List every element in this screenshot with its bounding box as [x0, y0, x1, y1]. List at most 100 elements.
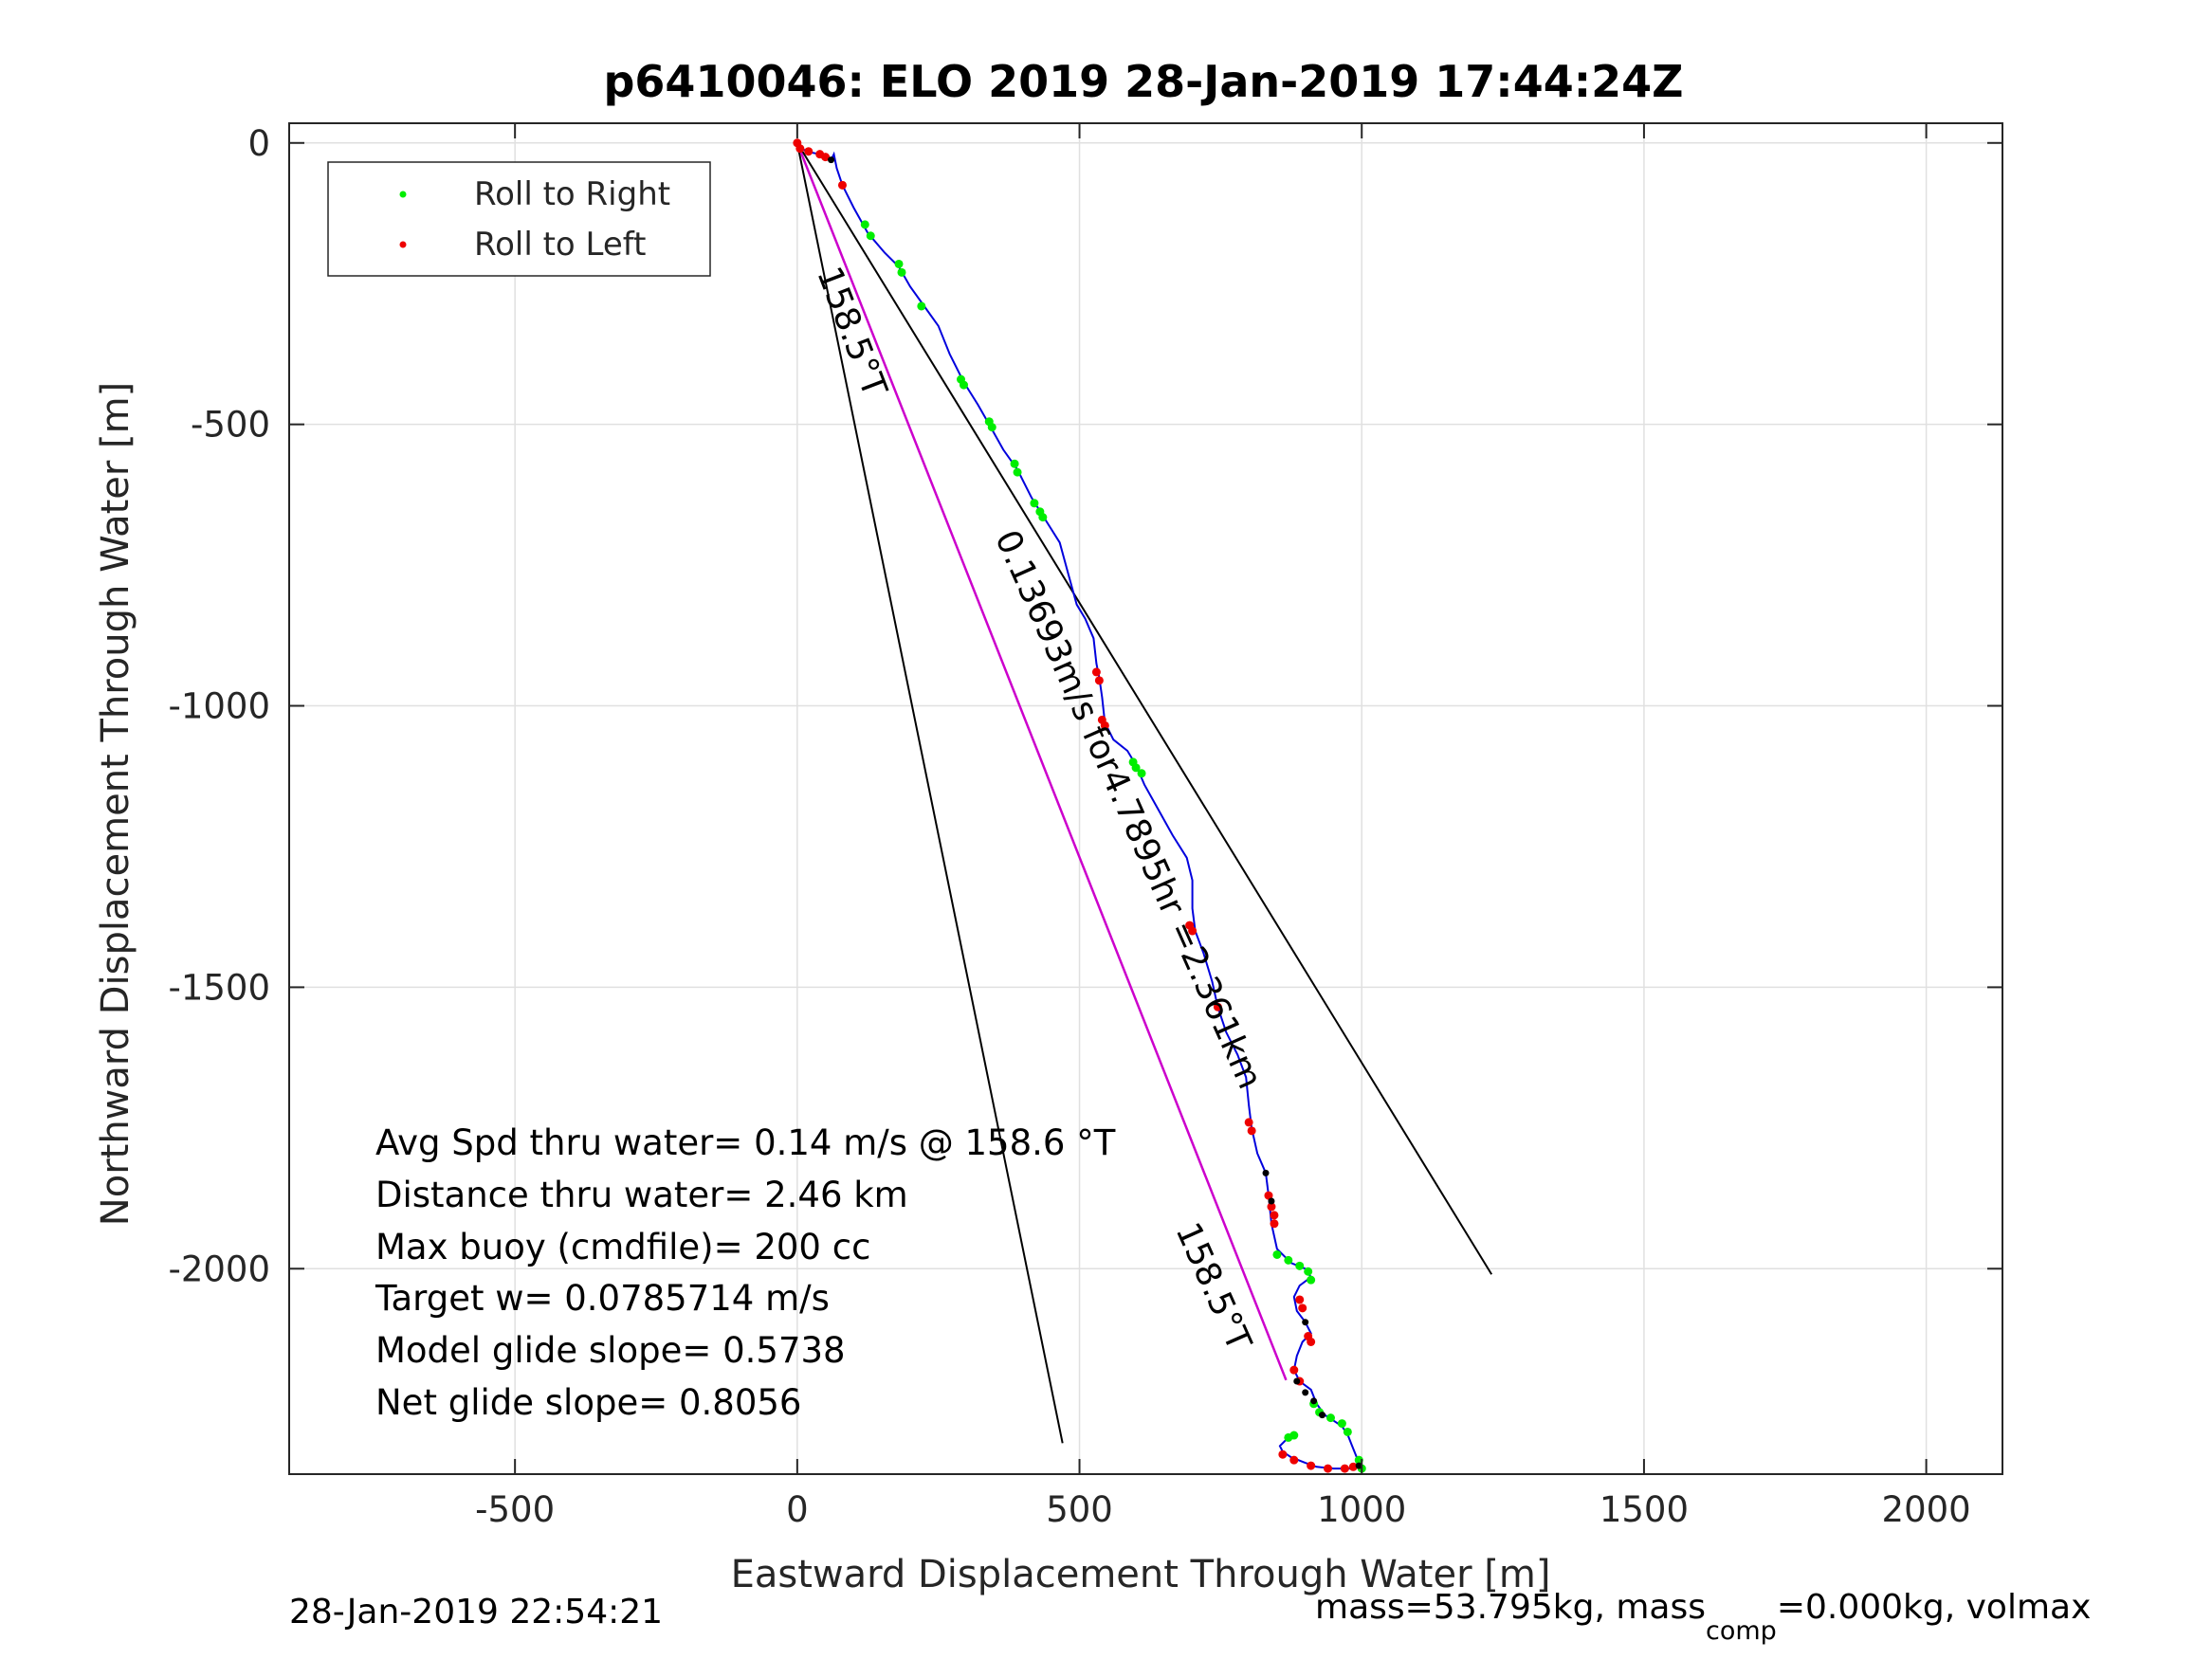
roll-right-point [1289, 1431, 1299, 1440]
legend-marker-roll-right [399, 191, 407, 198]
y-tick-label: -1000 [168, 686, 270, 727]
x-tick-label: 1500 [1600, 1489, 1689, 1530]
legend: Roll to Right Roll to Left [327, 161, 711, 277]
line-label: 0.13693m/s for4.7895hr =2.361km [987, 524, 1270, 1094]
annotation-target-w: Target w= 0.0785714 m/s [375, 1278, 830, 1319]
roll-left-point [1289, 1365, 1299, 1375]
footer-mass-part1: mass=53.795kg, mass [1315, 1588, 1706, 1627]
footer-mass-info: mass=53.795kg, masscomp=0.000kg, volmax [1315, 1588, 2091, 1646]
y-tick-label: -500 [191, 405, 270, 446]
waypoint-mark [1302, 1319, 1309, 1326]
line-label: 158.5°T [1168, 1217, 1259, 1358]
roll-right-point [1038, 513, 1048, 522]
roll-left-point [821, 153, 831, 162]
annotation-max-buoy: Max buoy (cmdfile)= 200 cc [375, 1227, 870, 1267]
heading-bound-line [795, 142, 1493, 1275]
y-tick-label: 0 [247, 123, 270, 164]
heading-bound-line [795, 142, 1064, 1444]
roll-right-point [894, 259, 904, 268]
roll-left-point [1298, 1304, 1307, 1313]
roll-right-point [860, 220, 869, 229]
roll-right-point [1010, 459, 1019, 468]
waypoint-mark [1310, 1397, 1318, 1405]
footer-mass-part2: =0.000kg, volmax [1777, 1588, 2092, 1627]
axis-ticks: -500 0 500 1000 1500 2000 0 -500 -1000 -1500 -2000 [168, 123, 2002, 1530]
x-axis-label: Eastward Displacement Through Water [m] [731, 1553, 1551, 1596]
roll-right-point [1013, 467, 1022, 477]
waypoint-mark [1293, 1377, 1301, 1385]
legend-box [327, 161, 711, 277]
roll-left-point [804, 147, 814, 156]
roll-left-point [1264, 1191, 1273, 1200]
roll-markers [793, 138, 1366, 1473]
y-axis-label: Northward Displacement Through Water [m] [94, 382, 137, 1226]
roll-left-point [1289, 1455, 1299, 1465]
line-label: 158.5°T [809, 262, 894, 403]
roll-right-point [1137, 769, 1146, 778]
annotation-avg-speed: Avg Spd thru water= 0.14 m/s @ 158.6 °T [375, 1122, 1116, 1163]
x-tick-label: 500 [1046, 1489, 1113, 1530]
waypoint-mark [1319, 1412, 1326, 1419]
y-tick-label: -2000 [168, 1249, 270, 1289]
annotation-net-glide: Net glide slope= 0.8056 [375, 1382, 801, 1423]
roll-right-point [1131, 763, 1141, 773]
roll-left-point [1244, 1118, 1253, 1127]
roll-left-point [1348, 1462, 1358, 1471]
roll-right-point [1272, 1249, 1282, 1259]
roll-right-point [866, 231, 875, 241]
roll-right-point [987, 423, 996, 432]
waypoint-mark [1262, 1169, 1270, 1176]
footer-mass-sub: comp [1706, 1616, 1777, 1646]
roll-left-point [1340, 1464, 1349, 1473]
roll-right-point [1030, 499, 1039, 508]
roll-right-point [1325, 1413, 1335, 1423]
roll-right-point [1284, 1255, 1293, 1265]
roll-left-point [1091, 667, 1101, 677]
reference-lines [795, 142, 1493, 1444]
roll-right-point [1295, 1261, 1305, 1270]
waypoint-mark [1355, 1462, 1362, 1469]
roll-left-point [1295, 1295, 1305, 1304]
waypoint-mark [828, 156, 835, 164]
annotation-model-glide: Model glide slope= 0.5738 [375, 1330, 846, 1371]
roll-left-point [1247, 1126, 1256, 1136]
roll-left-point [1324, 1464, 1333, 1473]
legend-marker-roll-left [399, 241, 407, 248]
roll-right-point [1304, 1267, 1313, 1276]
roll-left-point [1270, 1219, 1279, 1229]
waypoint-mark [1302, 1389, 1309, 1396]
roll-right-point [897, 267, 906, 277]
y-tick-label: -1500 [168, 967, 270, 1008]
roll-right-point [1343, 1427, 1352, 1436]
footer-timestamp: 28-Jan-2019 22:54:21 [289, 1593, 663, 1632]
legend-label-roll-left: Roll to Left [474, 226, 647, 264]
roll-left-point [1100, 720, 1109, 730]
roll-left-point [1307, 1461, 1316, 1470]
roll-left-point [1270, 1211, 1279, 1220]
waypoint-mark [1268, 1197, 1275, 1205]
x-tick-label: 0 [786, 1489, 809, 1530]
roll-left-point [1278, 1449, 1288, 1459]
track-line [796, 142, 1361, 1470]
x-tick-label: 1000 [1317, 1489, 1406, 1530]
roll-right-point [1307, 1275, 1316, 1285]
x-tick-label: 2000 [1882, 1489, 1971, 1530]
roll-right-point [917, 301, 926, 311]
roll-left-point [1213, 1002, 1222, 1012]
roll-left-point [1267, 1202, 1276, 1212]
roll-right-point [1337, 1419, 1346, 1429]
chart-title: p6410046: ELO 2019 28-Jan-2019 17:44:24Z [604, 56, 1684, 107]
roll-left-point [1188, 926, 1197, 936]
roll-left-point [837, 180, 847, 190]
annotation-block: Avg Spd thru water= 0.14 m/s @ 158.6 °T … [375, 1122, 1116, 1423]
roll-left-point [795, 144, 805, 154]
track-layer [796, 142, 1361, 1470]
plot-frame [288, 122, 2003, 1475]
x-tick-label: -500 [475, 1489, 555, 1530]
legend-label-roll-right: Roll to Right [474, 175, 670, 213]
roll-left-point [1307, 1337, 1316, 1346]
average-heading-line [795, 142, 1288, 1381]
grid [289, 123, 2002, 1474]
roll-left-point [1094, 676, 1104, 685]
